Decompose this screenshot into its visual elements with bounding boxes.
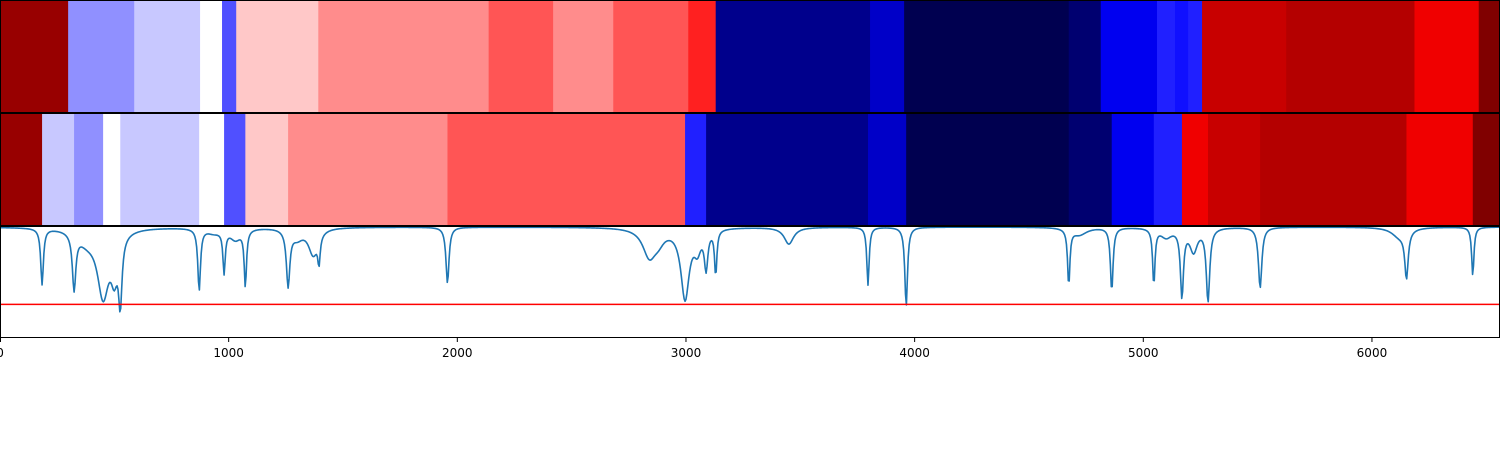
heatmap-cell — [1188, 0, 1203, 113]
x-tick-label: 2000 — [442, 346, 473, 360]
heatmap-cell — [1478, 0, 1500, 113]
heatmap-cell — [488, 0, 554, 113]
heatmap-cell — [1208, 113, 1261, 226]
heatmap-cell — [1068, 0, 1102, 113]
heatmap-band-bottom — [0, 113, 1500, 226]
heatmap-cell — [103, 113, 121, 226]
heatmap-cell — [906, 113, 1070, 226]
heatmap-cell — [1202, 0, 1287, 113]
heatmap-cell — [318, 0, 490, 113]
heatmap-cell — [870, 0, 905, 113]
heatmap-cell — [1157, 0, 1176, 113]
heatmap-cell — [1406, 113, 1474, 226]
heatmap-cell — [685, 113, 707, 226]
spectrum-series-line — [0, 226, 1500, 313]
heatmap-cell — [715, 0, 871, 113]
heatmap-cell — [42, 113, 75, 226]
heatmap-cell — [199, 113, 225, 226]
heatmap-cell — [706, 113, 869, 226]
heatmap-cell — [245, 113, 289, 226]
heatmap-cell — [134, 0, 201, 113]
heatmap-cell — [1260, 113, 1407, 226]
heatmap-cell — [1100, 0, 1158, 113]
heatmap-cell — [0, 0, 69, 113]
x-tick-label: 0 — [0, 346, 4, 360]
heatmap-cell — [288, 113, 448, 226]
x-tick-label: 4000 — [899, 346, 930, 360]
plot-background — [0, 226, 1500, 338]
heatmap-cell — [236, 0, 319, 113]
heatmap-cell — [1181, 113, 1209, 226]
heatmap-cell — [1472, 113, 1500, 226]
heatmap-cell — [1068, 113, 1113, 226]
x-tick-label: 5000 — [1128, 346, 1159, 360]
heatmap-cell — [1153, 113, 1183, 226]
x-tick-label: 1000 — [213, 346, 244, 360]
heatmap-band-top — [0, 0, 1500, 113]
heatmap-cell — [1175, 0, 1189, 113]
heatmap-cell — [1414, 0, 1480, 113]
heatmap-cell — [120, 113, 200, 226]
heatmap-cell — [904, 0, 1070, 113]
heatmap-cell — [613, 0, 689, 113]
heatmap-cell — [74, 113, 104, 226]
heatmap-cell — [222, 0, 237, 113]
x-axis: 0 1000 2000 3000 4000 5000 6000 — [0, 338, 1387, 360]
heatmap-cell — [553, 0, 614, 113]
line-panel — [0, 226, 1500, 338]
heatmap-cell — [0, 113, 43, 226]
heatmap-cell — [688, 0, 717, 113]
heatmap-cell — [867, 113, 907, 226]
x-tick-label: 6000 — [1357, 346, 1388, 360]
heatmap-cell — [224, 113, 246, 226]
heatmap-cell — [200, 0, 223, 113]
x-tick-label: 3000 — [671, 346, 702, 360]
heatmap-cell — [68, 0, 135, 113]
heatmap-cell — [447, 113, 686, 226]
heatmap-cell — [1111, 113, 1155, 226]
heatmap-cell — [1286, 0, 1415, 113]
